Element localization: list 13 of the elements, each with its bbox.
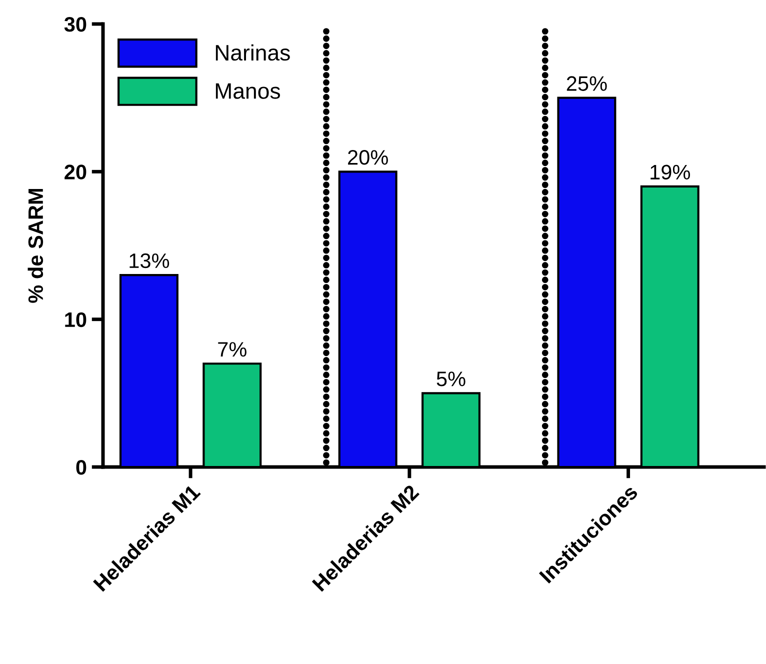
legend-label: Narinas — [216, 44, 290, 61]
y-axis-title: % de SARM — [28, 189, 44, 303]
data-label: 13% — [130, 253, 170, 268]
y-tick-label: 20 — [64, 164, 86, 180]
y-tick-label: 10 — [65, 312, 86, 328]
data-label: 7% — [218, 342, 246, 357]
data-label: 5% — [436, 372, 466, 386]
data-label: 20% — [348, 150, 388, 165]
legend-label: Manos — [216, 83, 280, 99]
data-label: 25% — [566, 76, 607, 91]
data-label: 19% — [650, 164, 690, 180]
y-tick-label: 0 — [76, 460, 86, 475]
y-tick-label: 30 — [64, 17, 86, 32]
